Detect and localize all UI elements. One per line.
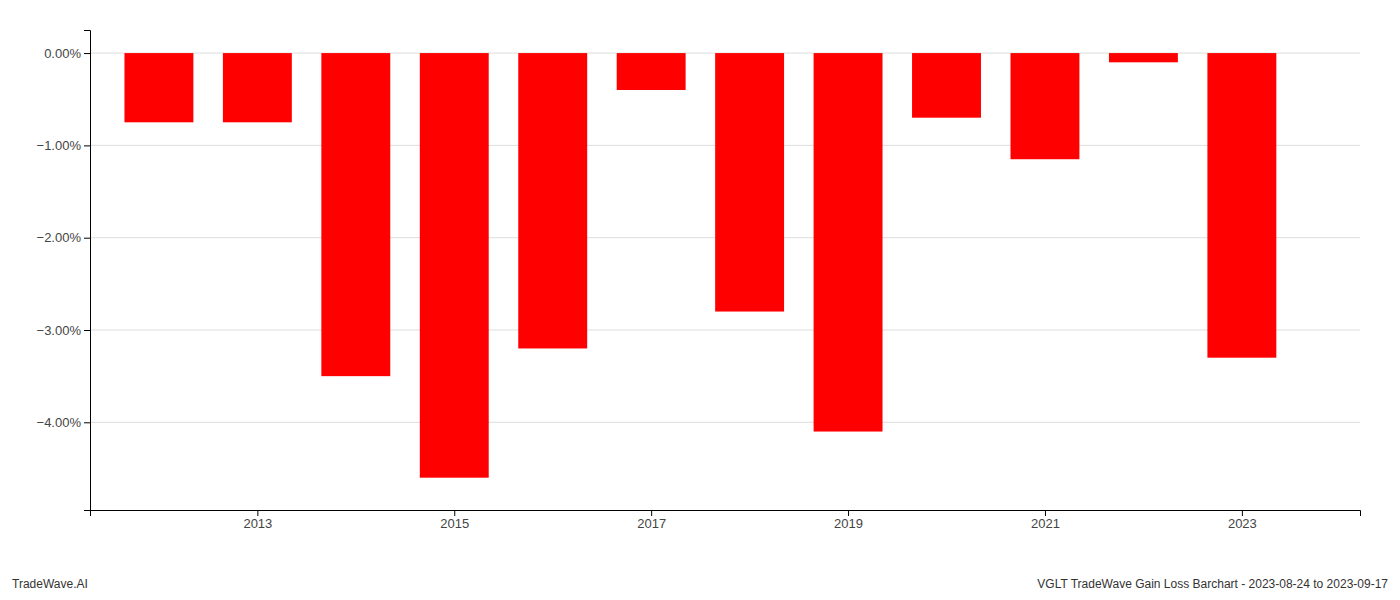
annotation: TradeWave.AI bbox=[12, 577, 88, 591]
y-axis-line bbox=[84, 31, 91, 511]
grid bbox=[90, 53, 1360, 422]
bar bbox=[1207, 53, 1276, 358]
x-tick: 2015 bbox=[440, 510, 469, 531]
x-tick: 2023 bbox=[1228, 510, 1257, 531]
y-tick-label: −3.00% bbox=[37, 323, 82, 338]
x-tick-mark bbox=[454, 510, 455, 516]
chart: 2013 2015 2017 2019 2021 2023 0.00% −1.00% −2.00… bbox=[0, 0, 1400, 600]
grid-line bbox=[90, 422, 1360, 423]
y-tick-label: −4.00% bbox=[37, 415, 82, 430]
x-tick: 2013 bbox=[243, 510, 272, 531]
x-tick: 2017 bbox=[637, 510, 666, 531]
x-tick-label: 2013 bbox=[243, 516, 272, 531]
y-tick-label: −2.00% bbox=[37, 230, 82, 245]
y-tick: −2.00% bbox=[37, 230, 90, 245]
y-tick-mark bbox=[84, 53, 90, 54]
bar bbox=[617, 53, 686, 90]
bar bbox=[1011, 53, 1080, 159]
x-tick: 2021 bbox=[1031, 510, 1060, 531]
x-tick-mark bbox=[848, 510, 849, 516]
x-tick: 2019 bbox=[834, 510, 863, 531]
x-tick-label: 2015 bbox=[440, 516, 469, 531]
grid-line bbox=[90, 330, 1360, 331]
x-tick-label: 2019 bbox=[834, 516, 863, 531]
y-tick: −3.00% bbox=[37, 323, 90, 338]
y-tick: −1.00% bbox=[37, 138, 90, 153]
y-tick: 0.00% bbox=[44, 46, 90, 61]
x-tick-label: 2023 bbox=[1228, 516, 1257, 531]
x-tick-mark bbox=[257, 510, 258, 516]
bar bbox=[124, 53, 193, 122]
y-tick-label: −1.00% bbox=[37, 138, 82, 153]
bar bbox=[912, 53, 981, 118]
bar bbox=[715, 53, 784, 311]
bar bbox=[321, 53, 390, 376]
bar bbox=[420, 53, 489, 478]
bar bbox=[1109, 53, 1178, 62]
y-tick-mark bbox=[84, 145, 90, 146]
y-axis: 0.00% −1.00% −2.00% −3.00% −4.00% bbox=[37, 31, 91, 511]
bar bbox=[814, 53, 883, 431]
y-tick: −4.00% bbox=[37, 415, 90, 430]
y-tick-mark bbox=[84, 330, 90, 331]
annotations: TradeWave.AI VGLT TradeWave Gain Loss Bar… bbox=[12, 577, 1388, 591]
x-tick-label: 2017 bbox=[637, 516, 666, 531]
x-tick-mark bbox=[1045, 510, 1046, 516]
bar bbox=[518, 53, 587, 348]
y-tick-mark bbox=[84, 238, 90, 239]
y-tick-mark bbox=[84, 422, 90, 423]
y-tick-label: 0.00% bbox=[44, 46, 81, 61]
annotation: VGLT TradeWave Gain Loss Barchart - 2023… bbox=[1037, 577, 1388, 591]
x-axis: 2013 2015 2017 2019 2021 2023 bbox=[91, 510, 1361, 531]
x-tick-mark bbox=[1242, 510, 1243, 516]
x-tick-mark bbox=[651, 510, 652, 516]
plot-area bbox=[124, 53, 1276, 478]
bar bbox=[223, 53, 292, 122]
x-tick-label: 2021 bbox=[1031, 516, 1060, 531]
x-axis-line bbox=[91, 511, 1361, 517]
